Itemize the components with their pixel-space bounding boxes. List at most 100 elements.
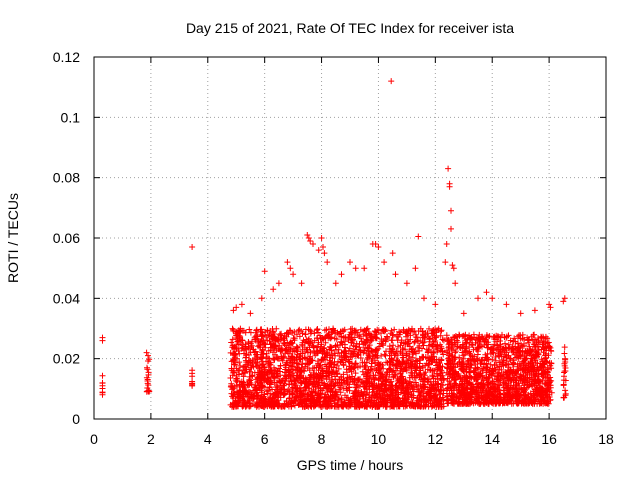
data-point — [277, 332, 284, 339]
data-point — [410, 328, 417, 335]
data-point — [256, 344, 263, 351]
data-point — [288, 403, 295, 410]
data-point — [230, 328, 237, 334]
data-point — [257, 354, 264, 361]
data-point — [306, 335, 312, 342]
data-point — [332, 380, 339, 387]
data-point — [299, 355, 306, 362]
data-point — [349, 378, 356, 385]
data-point — [323, 333, 330, 340]
data-point — [402, 399, 409, 406]
data-point — [517, 310, 524, 317]
data-point — [391, 326, 398, 333]
data-point — [274, 403, 281, 409]
data-point — [412, 265, 419, 272]
data-point — [274, 368, 281, 375]
y-tick-label: 0 — [72, 411, 80, 427]
data-point — [381, 378, 388, 384]
data-point — [427, 378, 434, 385]
data-point — [402, 346, 409, 353]
data-point — [296, 373, 303, 380]
data-point — [378, 352, 385, 359]
data-point — [452, 280, 459, 287]
data-point — [428, 353, 435, 360]
data-point — [266, 362, 273, 369]
data-point — [338, 339, 345, 346]
data-point — [401, 360, 408, 367]
data-point — [276, 365, 282, 372]
data-point — [318, 335, 324, 342]
data-point — [336, 331, 343, 338]
data-point — [352, 265, 359, 272]
data-points — [99, 78, 569, 410]
data-point — [348, 368, 355, 375]
data-point — [383, 333, 390, 340]
data-point — [439, 363, 446, 370]
x-axis-label: GPS time / hours — [297, 457, 404, 473]
chart-title: Day 215 of 2021, Rate Of TEC Index for r… — [186, 20, 514, 36]
data-point — [425, 391, 432, 398]
data-point — [261, 268, 268, 275]
data-point — [146, 356, 153, 363]
data-point — [424, 349, 431, 355]
data-point — [146, 388, 153, 395]
data-point — [387, 391, 394, 398]
data-point — [375, 244, 382, 250]
data-point — [393, 357, 400, 364]
data-point — [329, 328, 336, 335]
data-point — [351, 399, 358, 406]
data-point — [363, 339, 370, 346]
data-point — [389, 392, 396, 399]
data-point — [300, 375, 307, 382]
data-point — [420, 354, 427, 361]
data-point — [547, 304, 554, 311]
data-point — [352, 327, 359, 334]
data-point — [306, 385, 313, 392]
data-point — [252, 356, 258, 363]
y-axis-label: ROTI / TECUs — [5, 193, 21, 283]
data-point — [291, 337, 298, 344]
data-point — [420, 381, 427, 388]
data-point — [427, 367, 433, 374]
data-point — [413, 364, 420, 371]
data-point — [144, 378, 151, 384]
data-point — [320, 244, 326, 250]
y-tick-label: 0.02 — [53, 351, 80, 367]
data-point — [298, 391, 305, 398]
data-point — [262, 396, 269, 403]
data-point — [448, 225, 454, 232]
data-point — [425, 333, 432, 340]
data-point — [259, 399, 266, 406]
data-point — [258, 379, 265, 386]
data-point — [374, 326, 381, 333]
data-point — [308, 371, 314, 378]
data-point — [315, 382, 322, 389]
data-point — [561, 350, 568, 357]
data-point — [429, 372, 436, 379]
data-point — [562, 387, 569, 394]
data-point — [229, 336, 236, 343]
data-point — [233, 332, 239, 339]
data-point — [231, 361, 237, 368]
data-point — [403, 364, 410, 371]
data-point — [275, 280, 282, 287]
data-point — [561, 295, 568, 302]
data-point — [144, 366, 151, 373]
data-point — [347, 259, 353, 266]
data-point — [343, 366, 350, 373]
data-point — [247, 329, 254, 336]
data-point — [296, 326, 303, 333]
data-point — [334, 370, 341, 377]
data-point — [289, 385, 295, 392]
data-point — [311, 330, 318, 337]
data-point — [189, 244, 196, 250]
data-point — [280, 382, 287, 389]
data-point — [260, 361, 267, 367]
data-point — [314, 343, 321, 350]
data-point — [238, 301, 245, 308]
data-point — [323, 368, 330, 375]
data-point — [381, 351, 388, 358]
data-point — [357, 355, 364, 361]
data-point — [439, 348, 446, 355]
data-point — [338, 271, 345, 278]
